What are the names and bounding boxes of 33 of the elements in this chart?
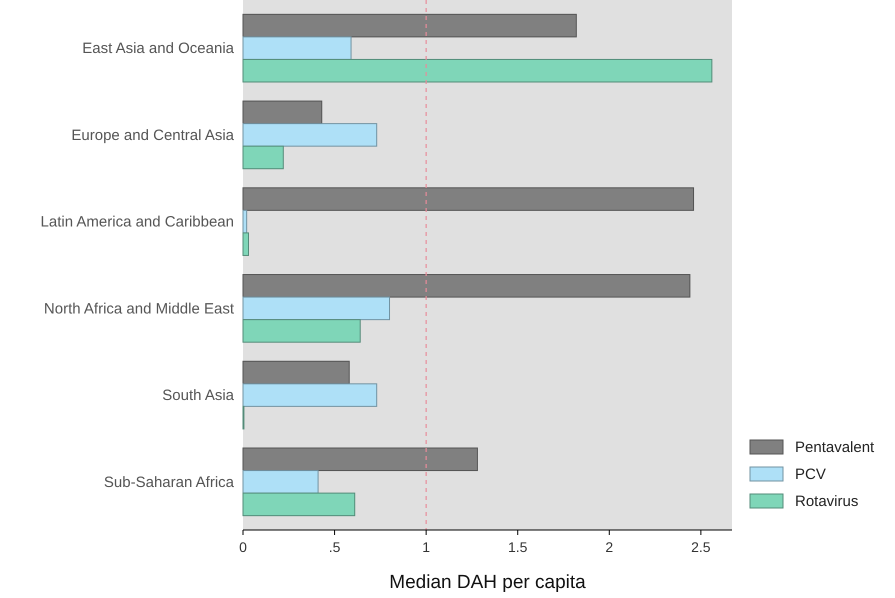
bar <box>242 187 694 211</box>
legend-label: Pentavalent <box>795 439 876 456</box>
y-tick-label: Latin America and Caribbean <box>40 214 234 231</box>
bar <box>242 319 361 343</box>
y-tick-label: North Africa and Middle East <box>44 300 235 318</box>
bar <box>242 210 248 234</box>
y-tick-label: Europe and Central Asia <box>71 126 235 144</box>
bar <box>242 383 378 407</box>
y-tick-label: East Asia and Oceania <box>82 40 235 58</box>
bar <box>242 296 390 320</box>
bar <box>242 470 319 494</box>
x-tick-label: 1.5 <box>508 539 528 555</box>
y-tick-label: Sub-Saharan Africa <box>104 474 235 491</box>
x-axis-title: Median DAH per capita <box>389 572 586 593</box>
y-tick-label: South Asia <box>162 387 235 404</box>
legend-label: Rotavirus <box>795 493 858 510</box>
legend-label: PCV <box>795 466 826 483</box>
bar <box>242 123 378 147</box>
bar <box>242 232 249 256</box>
bar <box>242 14 577 38</box>
bar <box>242 146 284 170</box>
bar <box>242 360 350 384</box>
x-tick-label: 2.5 <box>691 539 711 555</box>
x-tick-label: 0 <box>239 539 248 555</box>
bar <box>242 274 690 298</box>
bar <box>242 448 478 472</box>
bar <box>242 58 712 82</box>
bar <box>242 36 352 60</box>
bar <box>242 100 322 124</box>
x-tick-label: 2 <box>605 539 614 555</box>
x-tick-label: 1 <box>422 539 430 555</box>
x-tick-label: .5 <box>328 539 341 555</box>
bar <box>242 492 356 516</box>
